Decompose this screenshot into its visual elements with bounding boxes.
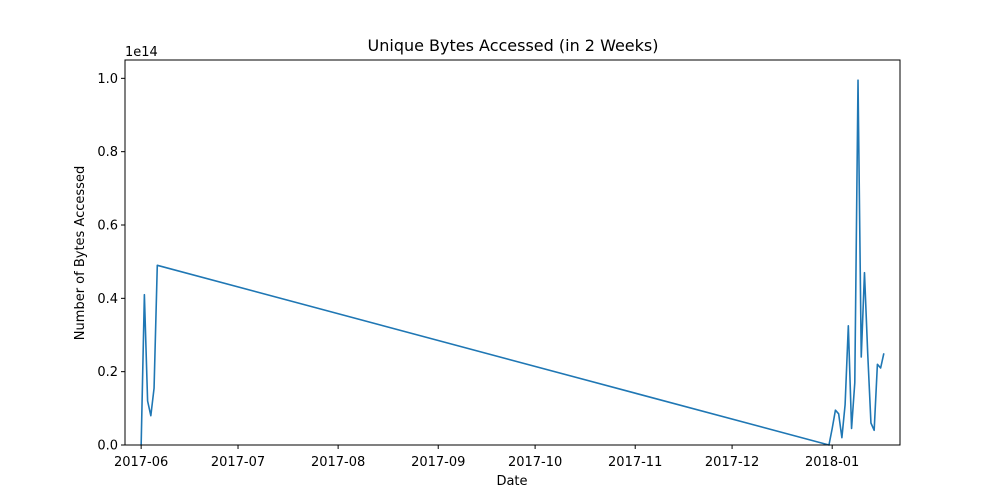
y-tick-label: 0.6 <box>97 219 118 234</box>
x-tick-label: 2017-12 <box>705 455 759 470</box>
x-tick-label: 2017-11 <box>608 455 662 470</box>
y-tick-label: 0.8 <box>97 145 118 160</box>
plot-series <box>140 79 885 446</box>
x-tick-label: 2017-06 <box>114 455 168 470</box>
x-axis-label: Date <box>496 474 527 489</box>
y-tick-label: 1.0 <box>97 72 118 87</box>
plot-frame <box>124 59 901 446</box>
y-axis: 0.0 0.2 0.4 0.6 0.8 1.0 <box>97 72 125 454</box>
x-tick-label: 2017-08 <box>311 455 365 470</box>
y-tick-label: 0.0 <box>97 439 118 454</box>
x-tick-label: 2017-07 <box>211 455 265 470</box>
series-line <box>140 79 885 446</box>
y-tick-label: 0.2 <box>97 365 118 380</box>
x-tick-label: 2018-01 <box>805 455 859 470</box>
y-axis-label: Number of Bytes Accessed <box>73 166 88 340</box>
chart-title: Unique Bytes Accessed (in 2 Weeks) <box>368 36 659 55</box>
x-tick-label: 2017-10 <box>508 455 562 470</box>
x-tick-label: 2017-09 <box>411 455 465 470</box>
y-offset-label: 1e14 <box>125 45 158 60</box>
x-axis: 2017-06 2017-07 2017-08 2017-09 2017-10 2017-… <box>114 445 859 470</box>
y-tick-label: 0.4 <box>97 292 118 307</box>
